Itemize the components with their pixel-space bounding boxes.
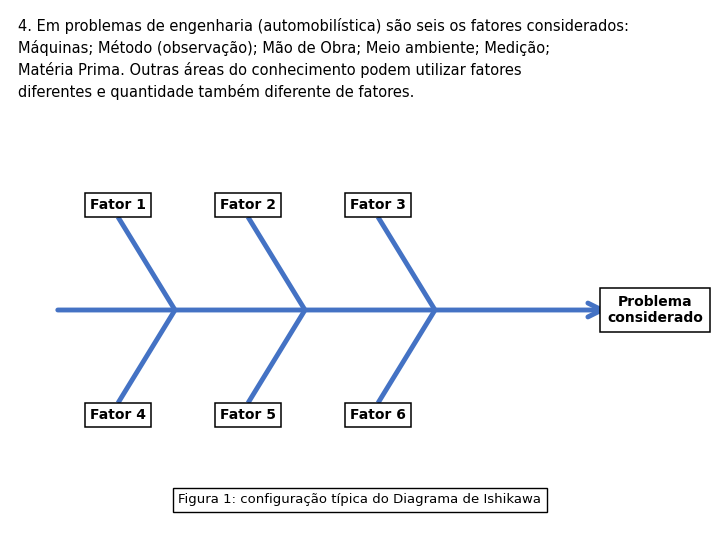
- Text: Fator 4: Fator 4: [90, 408, 146, 422]
- Text: Fator 2: Fator 2: [220, 198, 276, 212]
- Text: Fator 1: Fator 1: [90, 198, 146, 212]
- Text: Problema
considerado: Problema considerado: [607, 295, 703, 325]
- Text: Fator 5: Fator 5: [220, 408, 276, 422]
- Text: Figura 1: configuração típica do Diagrama de Ishikawa: Figura 1: configuração típica do Diagram…: [179, 494, 541, 507]
- Text: 4. Em problemas de engenharia (automobilística) são seis os fatores considerados: 4. Em problemas de engenharia (automobil…: [18, 18, 629, 99]
- Text: Fator 6: Fator 6: [350, 408, 406, 422]
- Text: Fator 3: Fator 3: [350, 198, 406, 212]
